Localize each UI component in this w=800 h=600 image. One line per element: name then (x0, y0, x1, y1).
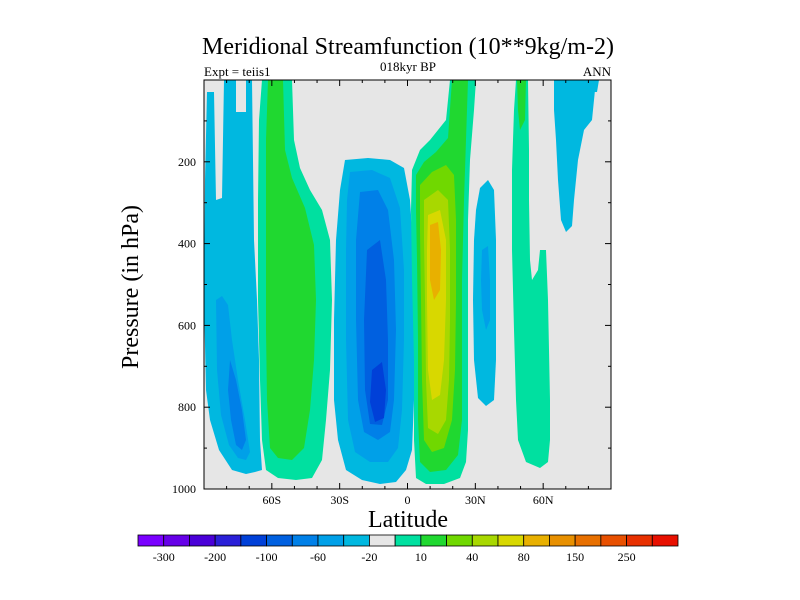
colorbar-box (651, 534, 679, 547)
y-tick-label: 400 (178, 237, 196, 251)
colorbar-box (369, 534, 396, 547)
colorbar-label: 250 (618, 550, 636, 564)
hadley-south-core (370, 362, 386, 422)
northern-negative-core (481, 246, 490, 330)
x-tick-label: 60N (533, 493, 554, 507)
y-axis: 200 400 600 800 1000 (172, 120, 611, 496)
colorbar-box (497, 534, 525, 547)
midlat-positive-cell (512, 80, 550, 468)
colorbar-box (394, 534, 422, 547)
colorbar-label: -60 (310, 550, 326, 564)
hadley-north-peak (430, 222, 441, 300)
x-tick-label: 60S (262, 493, 281, 507)
colorbar-label: 40 (466, 550, 478, 564)
colorbar-label: 10 (415, 550, 427, 564)
y-tick-label: 1000 (172, 482, 196, 496)
colorbar-box (163, 534, 190, 547)
colorbar-box (574, 534, 602, 547)
colorbar-box (291, 534, 319, 547)
colorbar-box (549, 534, 576, 547)
colorbar-label: 150 (566, 550, 584, 564)
colorbar-box (266, 534, 293, 547)
colorbar-label: -20 (361, 550, 377, 564)
colorbar-box (189, 534, 216, 547)
polar-negative-cell (554, 80, 596, 232)
colorbar-box (471, 534, 499, 547)
colorbar-box (137, 534, 165, 547)
colorbar-label: -300 (153, 550, 175, 564)
x-tick-label: 30S (330, 493, 349, 507)
x-tick-label: 0 (405, 493, 411, 507)
chart-subtitle: 018kyr BP (380, 59, 436, 74)
y-tick-label: 200 (178, 155, 196, 169)
experiment-label: Expt = teiis1 (204, 64, 271, 79)
colorbar-box (600, 534, 627, 547)
y-axis-title: Pressure (in hPa) (118, 205, 144, 369)
colorbar-box (523, 534, 550, 547)
southern-positive-core (266, 80, 316, 460)
chart-title: Meridional Streamfunction (10**9kg/m-2) (202, 34, 614, 60)
colorbar-label: -100 (256, 550, 278, 564)
colorbar: -300 -200 -100 -60 -20 10 40 80 150 250 (137, 534, 679, 564)
colorbar-label: -200 (204, 550, 226, 564)
y-tick-label: 800 (178, 400, 196, 414)
colorbar-box (317, 534, 345, 547)
x-axis: 60S 30S 0 30N 60N (226, 80, 589, 507)
colorbar-box (343, 534, 370, 547)
polar-negative-sliver (593, 80, 599, 92)
colorbar-label: 80 (518, 550, 530, 564)
colorbar-box (240, 534, 267, 547)
season-label: ANN (583, 64, 612, 79)
y-tick-label: 600 (178, 318, 196, 332)
contour-field (204, 80, 599, 484)
colorbar-box (214, 534, 242, 547)
midlat-positive-core (517, 80, 526, 130)
antarctic-cell-core (228, 360, 246, 450)
x-tick-label: 30N (465, 493, 486, 507)
colorbar-box (446, 534, 473, 547)
colorbar-box (626, 534, 653, 547)
colorbar-box (420, 534, 447, 547)
x-axis-title: Latitude (368, 507, 448, 533)
